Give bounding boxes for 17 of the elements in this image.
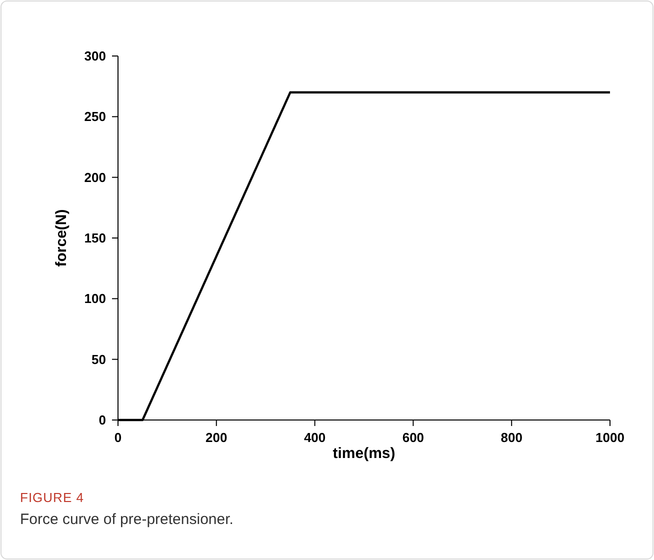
- x-tick-label: 600: [402, 430, 424, 445]
- y-tick-label: 0: [98, 412, 106, 428]
- x-tick-label: 800: [500, 430, 522, 445]
- caption: FIGURE 4: [20, 490, 84, 505]
- y-tick-label: 200: [84, 170, 106, 185]
- x-tick-label: 200: [206, 430, 228, 445]
- x-tick-label: 400: [304, 430, 326, 445]
- y-tick-label: 250: [84, 109, 106, 124]
- x-axis-title: time(ms): [332, 445, 396, 462]
- x-tick-label: 1000: [596, 430, 624, 445]
- y-axis-title: force(N): [53, 209, 70, 267]
- y-tick-label: 100: [84, 291, 106, 306]
- text: Force curve of pre-pretensioner.: [20, 511, 234, 528]
- y-tick-label: 50: [92, 352, 106, 367]
- y-tick-label: 300: [84, 48, 106, 64]
- y-tick-label: 150: [84, 230, 106, 246]
- x-tick-label: 0: [114, 430, 122, 445]
